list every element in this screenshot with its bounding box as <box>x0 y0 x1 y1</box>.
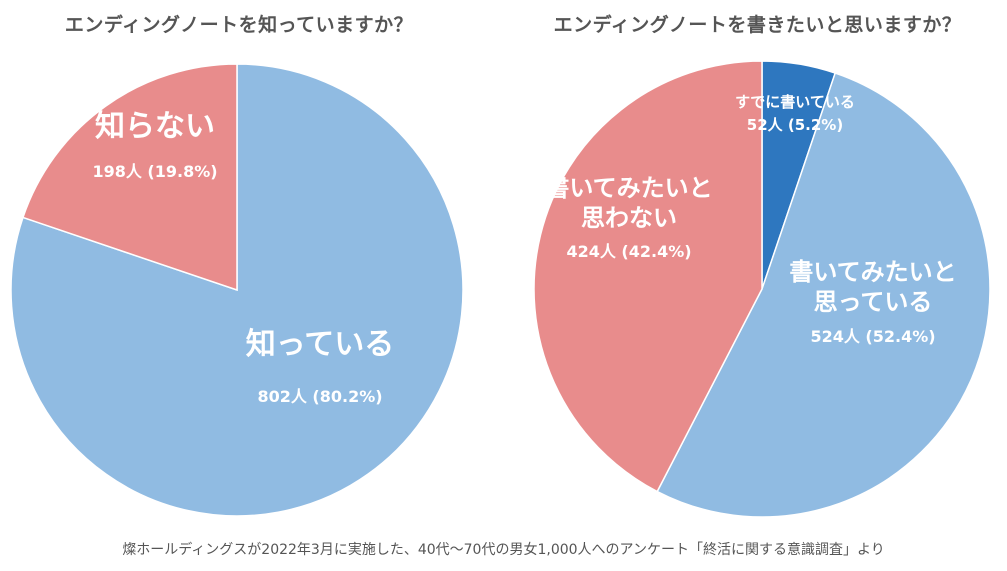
slice-label-1-1-1: 思っている <box>814 288 933 316</box>
pie-slice-1-1 <box>656 72 991 518</box>
slice-label-1-2-0: 書いてみたいと <box>545 174 712 202</box>
slice-count-0-0: 802人 (80.2%) <box>257 387 382 406</box>
pie-slice-0-0 <box>10 63 464 517</box>
slice-label-0-1-0: 知らない <box>95 109 215 144</box>
pie-slice-1-2 <box>533 60 763 493</box>
slice-label-1-0-0: すでに書いている <box>735 93 855 111</box>
slice-count-0-1: 198人 (19.8%) <box>92 162 217 181</box>
slice-label-1-1-0: 書いてみたいと <box>789 258 956 286</box>
slice-count-1-0: 52人 (5.2%) <box>747 116 843 134</box>
chart-title-intention: エンディングノートを書きたいと思いますか？ <box>553 14 962 36</box>
slice-count-1-1: 524人 (52.4%) <box>810 327 935 346</box>
slice-label-1-2-1: 思わない <box>581 204 677 232</box>
slice-count-1-2: 424人 (42.4%) <box>566 242 691 261</box>
pie-slice-0-1 <box>22 63 238 292</box>
slice-label-0-0-0: 知っている <box>246 327 395 362</box>
source-footnote: 燦ホールディングスが2022年3月に実施した、40代〜70代の男女1,000人へ… <box>122 542 885 558</box>
chart-title-awareness: エンディングノートを知っていますか？ <box>64 14 414 36</box>
